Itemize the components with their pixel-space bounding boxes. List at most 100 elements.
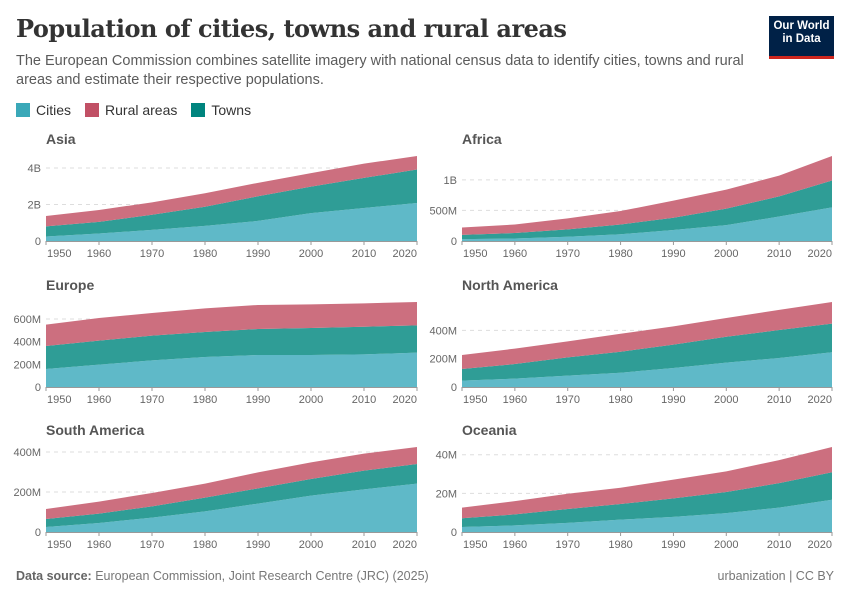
x-tick-label: 2020: [393, 539, 417, 551]
area-rural-areas: [46, 302, 417, 346]
data-source-text[interactable]: European Commission, Joint Research Cent…: [95, 569, 429, 583]
legend-swatch: [85, 103, 100, 117]
x-tick-label: 1960: [87, 394, 111, 406]
x-tick-label: 1990: [246, 394, 270, 406]
area-cities: [462, 352, 832, 387]
legend-swatch: [191, 103, 206, 117]
legend-item-rural[interactable]: Rural areas: [85, 102, 177, 118]
x-tick-label: 2010: [767, 539, 791, 551]
area-rural-areas: [46, 156, 417, 227]
panel-title: Asia: [46, 131, 76, 147]
panel-europe: Europe 0 200M 400M 600M 1950 1960 1970 1980 1990 2…: [13, 277, 418, 406]
x-tick-label: 1970: [555, 394, 579, 406]
license-text[interactable]: urbanization | CC BY: [717, 569, 835, 583]
legend: Cities Rural areas Towns: [16, 102, 251, 118]
y-tick-label: 600M: [13, 314, 41, 326]
area-towns: [46, 464, 417, 527]
x-tick-label: 1960: [503, 394, 527, 406]
x-tick-label: 1960: [87, 539, 111, 551]
x-tick-label: 1950: [463, 539, 487, 551]
panel-asia: Asia 0 2B 4B 1950 1960 1970 1980 1990 2000 2010 202…: [28, 131, 418, 260]
x-tick-label: 1990: [246, 248, 270, 260]
x-tick-label: 2020: [393, 248, 417, 260]
panel-title: North America: [462, 277, 558, 293]
y-tick-label: 500M: [429, 205, 457, 217]
y-tick-label: 0: [451, 527, 457, 539]
area-cities: [46, 352, 417, 387]
area-cities: [462, 499, 832, 532]
y-tick-label: 0: [451, 236, 457, 248]
x-tick-label: 1980: [608, 394, 632, 406]
y-tick-label: 200M: [13, 487, 41, 499]
chart-title: Population of cities, towns and rural ar…: [16, 14, 567, 43]
legend-label: Rural areas: [105, 102, 178, 118]
x-tick-label: 1980: [608, 539, 632, 551]
area-rural-areas: [462, 447, 832, 519]
x-tick-label: 2010: [767, 248, 791, 260]
area-towns: [462, 180, 832, 240]
y-tick-label: 400M: [13, 337, 41, 349]
x-tick-label: 1950: [47, 248, 71, 260]
panel-title: Africa: [462, 131, 502, 147]
x-tick-label: 1980: [608, 248, 632, 260]
y-tick-label: 0: [35, 527, 41, 539]
x-tick-label: 2010: [352, 248, 376, 260]
x-tick-label: 2000: [714, 394, 738, 406]
panel-title: Oceania: [462, 422, 517, 438]
y-tick-label: 0: [451, 382, 457, 394]
x-tick-label: 2000: [714, 539, 738, 551]
x-tick-label: 1970: [140, 394, 164, 406]
area-rural-areas: [46, 447, 417, 519]
x-tick-label: 1960: [87, 248, 111, 260]
y-tick-label: 1B: [444, 175, 457, 187]
area-cities: [46, 483, 417, 532]
area-cities: [46, 203, 417, 241]
x-tick-label: 1990: [661, 394, 685, 406]
y-tick-label: 400M: [13, 447, 41, 459]
area-rural-areas: [462, 302, 832, 370]
y-tick-label: 200M: [429, 354, 457, 366]
data-source-label: Data source:: [16, 569, 92, 583]
x-tick-label: 1990: [661, 539, 685, 551]
y-tick-label: 40M: [436, 450, 457, 462]
y-tick-label: 400M: [429, 325, 457, 337]
panel-africa: Africa 0 500M 1B 1950 1960 1970 1980 1990 2000 201…: [429, 131, 833, 260]
legend-item-towns[interactable]: Towns: [191, 102, 251, 118]
owid-logo[interactable]: Our World in Data: [769, 16, 834, 59]
area-towns: [462, 323, 832, 381]
x-tick-label: 1970: [140, 248, 164, 260]
x-tick-label: 2020: [808, 248, 832, 260]
x-tick-label: 1970: [555, 248, 579, 260]
x-tick-label: 2000: [299, 539, 323, 551]
y-tick-label: 20M: [436, 488, 457, 500]
x-tick-label: 1960: [503, 248, 527, 260]
x-tick-label: 1980: [193, 539, 217, 551]
legend-swatch: [16, 103, 30, 117]
panel-title: South America: [46, 422, 144, 438]
x-tick-label: 2010: [352, 394, 376, 406]
legend-label: Cities: [36, 102, 72, 118]
data-source: Data source: European Commission, Joint …: [16, 569, 429, 583]
x-tick-label: 1980: [193, 394, 217, 406]
x-tick-label: 2020: [808, 539, 832, 551]
area-cities: [462, 207, 832, 241]
x-tick-label: 1950: [463, 394, 487, 406]
x-tick-label: 1950: [463, 248, 487, 260]
legend-item-cities[interactable]: Cities: [16, 102, 71, 118]
y-tick-label: 4B: [28, 163, 41, 175]
area-towns: [46, 169, 417, 237]
x-tick-label: 2020: [808, 394, 832, 406]
x-tick-label: 2000: [299, 248, 323, 260]
x-tick-label: 2000: [714, 248, 738, 260]
x-tick-label: 1970: [555, 539, 579, 551]
legend-label: Towns: [211, 102, 252, 118]
panel-title: Europe: [46, 277, 94, 293]
area-towns: [462, 472, 832, 527]
x-tick-label: 2010: [352, 539, 376, 551]
y-tick-label: 0: [35, 382, 41, 394]
x-tick-label: 2020: [393, 394, 417, 406]
area-towns: [46, 325, 417, 369]
x-tick-label: 1950: [47, 394, 71, 406]
y-tick-label: 200M: [13, 359, 41, 371]
area-rural-areas: [462, 156, 832, 235]
